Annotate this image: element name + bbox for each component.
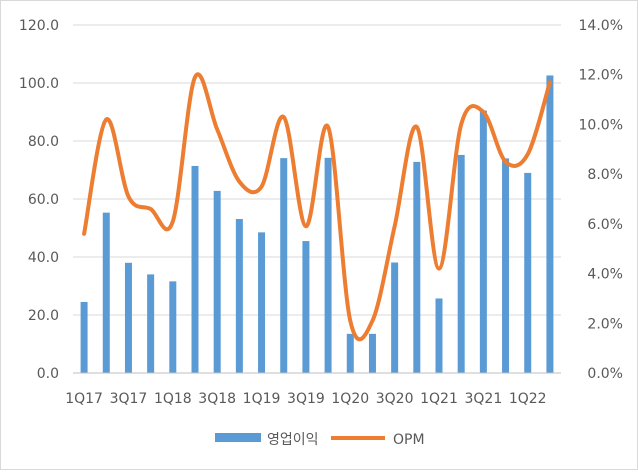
bar-1Q18 <box>169 281 177 373</box>
bar-4Q21 <box>502 158 510 373</box>
bar-1Q20 <box>346 333 354 373</box>
bar-3Q17 <box>124 262 132 373</box>
bar-4Q18 <box>235 219 243 373</box>
bar-1Q17 <box>80 301 88 373</box>
bar-2Q18 <box>191 165 199 373</box>
bar-3Q18 <box>213 190 221 373</box>
y-left-tick-label: 60.0 <box>28 192 59 208</box>
bar-3Q21 <box>479 110 487 374</box>
x-tick-label: 3Q17 <box>110 391 148 407</box>
x-tick-label: 1Q21 <box>420 391 458 407</box>
legend-label-line: OPM <box>393 432 425 448</box>
bar-2Q22 <box>546 75 554 374</box>
bar-2Q19 <box>280 158 288 373</box>
gridlines <box>73 24 561 374</box>
bar-series <box>80 75 554 374</box>
x-tick-label: 3Q20 <box>376 391 414 407</box>
bar-3Q19 <box>302 241 310 373</box>
x-tick-label: 1Q18 <box>154 391 192 407</box>
x-tick-label: 1Q20 <box>331 391 369 407</box>
opm-line <box>82 72 552 342</box>
y-left-tick-label: 40.0 <box>28 250 59 266</box>
y-right-tick-label: 12.0% <box>579 68 623 84</box>
y-axis-left: 0.0 20.0 40.0 60.0 80.0 100.0 120.0 <box>19 18 59 382</box>
bar-2Q17 <box>102 212 110 373</box>
bar-1Q19 <box>258 232 266 373</box>
x-tick-label: 1Q19 <box>243 391 281 407</box>
bar-3Q20 <box>391 262 399 373</box>
bar-2Q20 <box>368 333 376 373</box>
bar-4Q17 <box>147 274 155 373</box>
x-tick-label: 3Q21 <box>464 391 502 407</box>
line-series <box>82 72 552 342</box>
x-tick-label: 3Q18 <box>198 391 236 407</box>
y-right-tick-label: 8.0% <box>587 167 623 183</box>
y-left-tick-label: 20.0 <box>28 308 59 324</box>
y-right-tick-label: 6.0% <box>587 217 623 233</box>
y-right-tick-label: 4.0% <box>587 267 623 283</box>
y-right-tick-label: 14.0% <box>579 18 623 34</box>
y-left-tick-label: 80.0 <box>28 134 59 150</box>
bar-1Q21 <box>435 298 443 373</box>
legend-label-bar: 영업이익 <box>267 432 319 448</box>
bar-4Q20 <box>413 161 421 373</box>
bar-1Q22 <box>524 172 532 373</box>
y-left-tick-label: 120.0 <box>19 18 59 34</box>
y-left-tick-label: 0.0 <box>37 366 59 382</box>
legend: 영업이익 OPM <box>215 432 425 448</box>
legend-swatch-bar <box>215 433 261 442</box>
y-right-tick-label: 0.0% <box>587 366 623 382</box>
x-tick-label: 1Q22 <box>509 391 547 407</box>
x-tick-label: 3Q19 <box>287 391 325 407</box>
x-tick-label: 1Q17 <box>65 391 103 407</box>
x-axis: 1Q17 3Q17 1Q18 3Q18 1Q19 3Q19 1Q20 3Q20 1Q21 3Q21… <box>65 372 561 407</box>
bar-2Q21 <box>457 154 465 373</box>
y-right-tick-label: 10.0% <box>579 117 623 133</box>
bar-4Q19 <box>324 157 332 373</box>
y-axis-right: 0.0% 2.0% 4.0% 6.0% 8.0% 10.0% 12.0% 14.0% <box>579 18 623 382</box>
y-right-tick-label: 2.0% <box>587 316 623 332</box>
y-left-tick-label: 100.0 <box>19 76 59 92</box>
